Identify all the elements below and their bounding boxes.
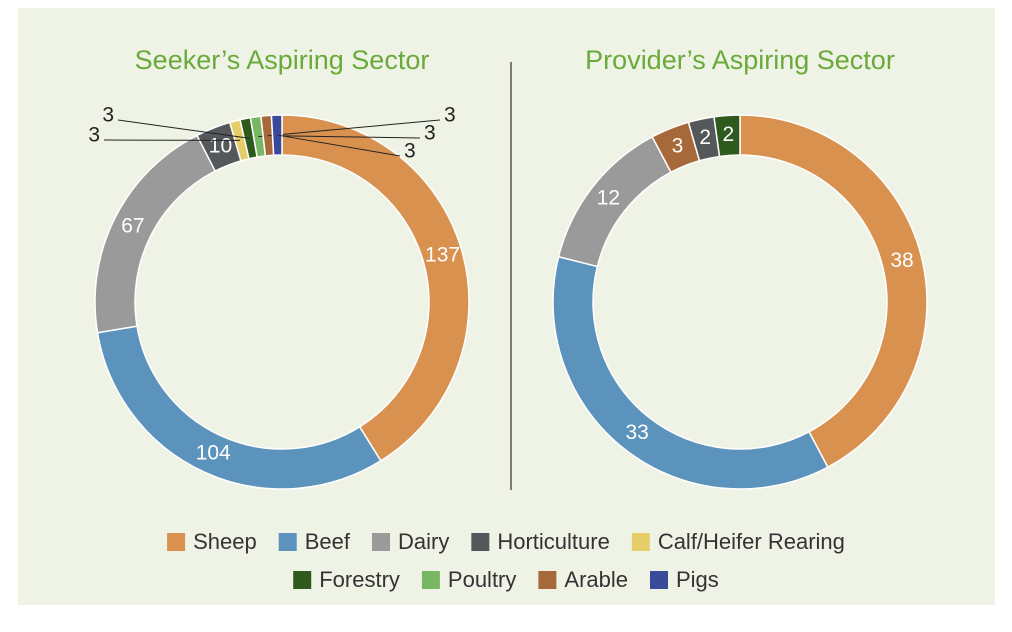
data-label: 38: [890, 249, 913, 272]
data-label: 67: [121, 214, 144, 237]
data-label: 3: [88, 124, 100, 147]
legend-swatch: [538, 571, 557, 589]
data-label: 3: [444, 104, 456, 127]
data-label: 10: [209, 134, 232, 157]
data-label: 3: [424, 122, 436, 145]
data-label: 3: [672, 135, 684, 158]
legend-swatch: [371, 533, 390, 551]
chart-title: Seeker’s Aspiring Sector: [135, 45, 430, 75]
legend-label: Beef: [305, 529, 351, 554]
legend-label: Forestry: [319, 567, 400, 592]
legend-swatch: [421, 571, 440, 589]
legend-swatch: [471, 533, 490, 551]
legend-label: Dairy: [398, 529, 449, 554]
legend-swatch: [293, 571, 312, 589]
data-label: 3: [102, 104, 114, 127]
donut-slice: [270, 114, 283, 157]
leader-line: [117, 119, 250, 139]
legend-label: Calf/Heifer Rearing: [658, 529, 845, 554]
leader-line: [267, 135, 421, 139]
legend-label: Poultry: [448, 567, 516, 592]
panel: [18, 8, 995, 605]
legend-swatch: [167, 533, 186, 551]
data-label: 12: [597, 187, 620, 210]
data-label: 3: [404, 140, 416, 163]
data-label: 104: [196, 442, 231, 465]
legend-label: Pigs: [676, 567, 719, 592]
donut-slice: [739, 114, 928, 469]
data-label: 33: [626, 421, 649, 444]
data-label: 137: [425, 244, 460, 267]
leader-line: [258, 119, 441, 138]
legend-swatch: [278, 533, 297, 551]
legend-swatch: [649, 571, 668, 589]
donut-slice: [713, 114, 741, 158]
chart-title: Provider’s Aspiring Sector: [585, 45, 895, 75]
data-label: 2: [699, 126, 711, 149]
leader-line: [277, 134, 401, 157]
legend-swatch: [631, 533, 650, 551]
legend-label: Sheep: [193, 529, 257, 554]
donut-slice: [281, 114, 470, 462]
data-label: 2: [723, 123, 735, 146]
legend-label: Horticulture: [497, 529, 609, 554]
legend-label: Arable: [564, 567, 628, 592]
